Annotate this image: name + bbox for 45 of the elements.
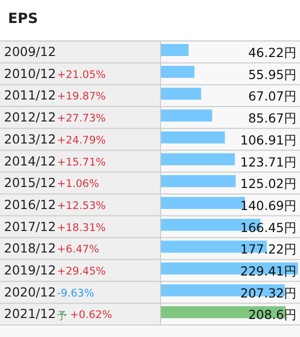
bar bbox=[161, 175, 236, 188]
bar bbox=[161, 44, 189, 56]
y-tick-label: 2021/12 bbox=[4, 306, 56, 322]
text: +18.31% bbox=[56, 222, 106, 234]
data-label: 208.6円 bbox=[248, 307, 297, 322]
y-tick-label: 2015/12 bbox=[4, 175, 56, 190]
data-label: 55.95円 bbox=[248, 66, 297, 82]
data-label: 125.02円 bbox=[240, 176, 297, 192]
y-tick-label: 2017/12 bbox=[4, 218, 56, 234]
data-label: 123.71円 bbox=[240, 154, 297, 170]
data-label: 106.91円 bbox=[240, 132, 297, 148]
data-label: 46.22円 bbox=[248, 45, 297, 60]
y-tick-label: 2014/12 bbox=[4, 153, 56, 168]
y-tick-label: 2018/12 bbox=[4, 240, 56, 256]
text: +15.71% bbox=[56, 156, 106, 168]
data-label: 177.22円 bbox=[240, 242, 297, 257]
y-tick-label: 2011/12 bbox=[4, 88, 56, 103]
text: +19.87% bbox=[56, 90, 106, 103]
text: -9.63% bbox=[56, 287, 94, 300]
data-label: 229.41円 bbox=[240, 264, 297, 278]
bar bbox=[161, 153, 235, 166]
text: +1.06% bbox=[56, 178, 100, 190]
y-tick-label: 2009/12 bbox=[4, 44, 56, 59]
y-tick-label: 2016/12 bbox=[4, 196, 56, 212]
data-label: 85.67円 bbox=[248, 110, 297, 126]
text: +24.79% bbox=[56, 134, 106, 146]
text: +27.73% bbox=[56, 112, 106, 125]
data-label: 207.32円 bbox=[240, 285, 297, 300]
text: 予 bbox=[56, 311, 67, 322]
text: EPS bbox=[8, 11, 38, 27]
y-tick-label: 2010/12 bbox=[4, 66, 56, 81]
y-tick-label: 2013/12 bbox=[4, 131, 56, 146]
y-tick-label: 2020/12 bbox=[4, 284, 56, 300]
bar bbox=[161, 66, 194, 78]
text: +21.05% bbox=[56, 68, 106, 81]
data-label: 67.07円 bbox=[248, 88, 297, 104]
text: +29.45% bbox=[56, 266, 106, 278]
y-tick-label: 2019/12 bbox=[4, 262, 56, 278]
text: +0.62% bbox=[70, 309, 112, 322]
bar bbox=[161, 131, 225, 144]
text: +6.47% bbox=[56, 244, 100, 256]
text: +12.53% bbox=[56, 200, 106, 212]
bar bbox=[161, 110, 212, 122]
y-tick-label: 2012/12 bbox=[4, 110, 56, 125]
bar bbox=[161, 88, 202, 100]
